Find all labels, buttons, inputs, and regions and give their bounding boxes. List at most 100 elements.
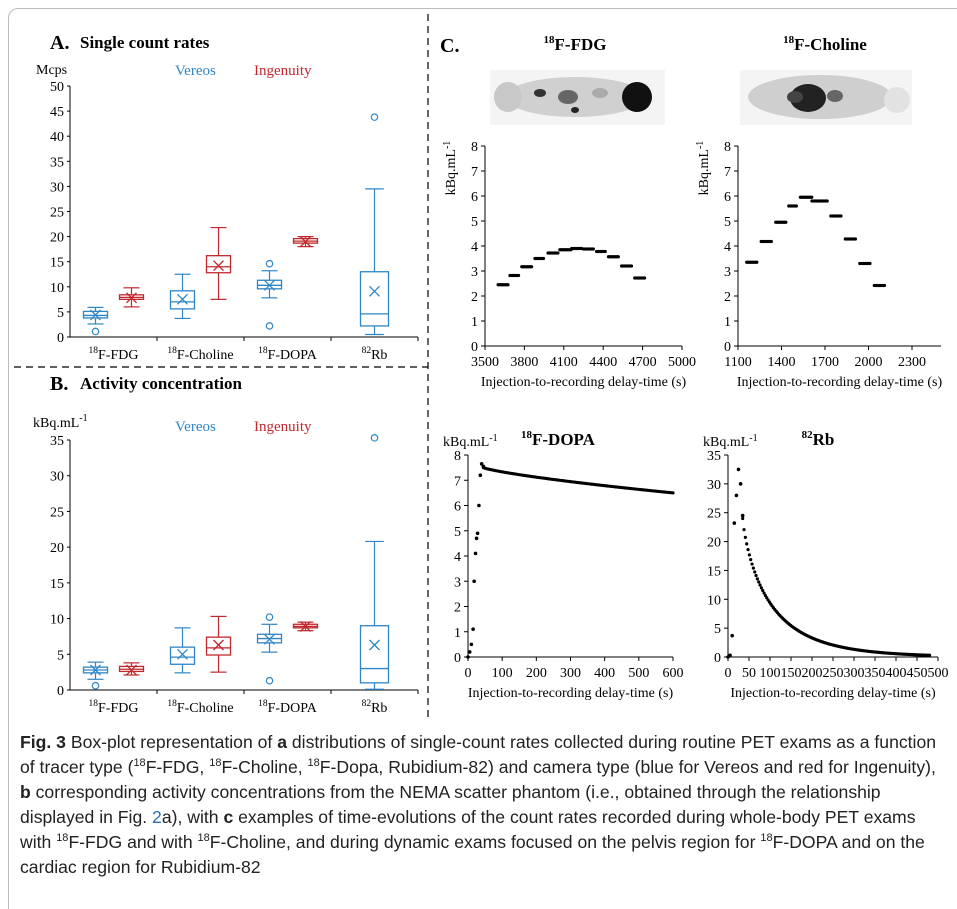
y-tick-label: 5 xyxy=(714,622,721,637)
data-point xyxy=(556,251,560,255)
data-point xyxy=(745,542,749,546)
data-point xyxy=(516,273,521,278)
panel-b-legend-vereos: Vereos xyxy=(175,419,216,435)
x-tick-label: 3800 xyxy=(510,355,538,370)
caption-fig-link[interactable]: 2 xyxy=(152,807,162,827)
mean-marker xyxy=(213,260,224,272)
dopa-time-chart: 0 1 2 3 4 5 6 7 8 0 100 200 300 400 500 600 Injection-to… xyxy=(443,429,684,701)
x-tick-label: 0 xyxy=(725,666,732,681)
data-point xyxy=(473,551,478,556)
data-point xyxy=(746,548,750,552)
y-tick-label: 25 xyxy=(50,505,64,520)
x-tick-label: 4100 xyxy=(550,355,578,370)
data-point xyxy=(794,204,798,208)
y-tick-label: 1 xyxy=(471,315,478,330)
data-point xyxy=(471,627,475,632)
caption-sup: 18 xyxy=(760,832,773,845)
y-tick-label: 8 xyxy=(724,140,731,155)
x-tick-label: 5000 xyxy=(668,355,696,370)
data-point xyxy=(761,588,765,593)
data-point xyxy=(603,249,607,254)
y-tick-label: 35 xyxy=(50,155,64,170)
category-label: 18F-FDG xyxy=(89,699,139,716)
choline-mip-image xyxy=(740,70,912,125)
panel-b-ylabel: kBq.mL-1 xyxy=(33,413,88,431)
panel-c-letter: C. xyxy=(440,35,459,57)
outlier-point xyxy=(265,676,274,685)
x-tick-label: 500 xyxy=(628,666,649,681)
category-label: 82Rb xyxy=(362,346,388,363)
y-tick-label: 15 xyxy=(50,256,64,271)
x-tick-label: 4700 xyxy=(629,355,657,370)
category-label: 18F-Choline xyxy=(167,699,233,716)
x-tick-label: 200 xyxy=(526,666,547,681)
x-tick-label: 1100 xyxy=(724,355,751,370)
data-point xyxy=(882,283,887,288)
x-tick-label: 100 xyxy=(492,666,513,681)
data-point xyxy=(758,583,762,587)
y-tick-label: 40 xyxy=(50,130,64,145)
caption-sup: 18 xyxy=(56,832,69,845)
data-point xyxy=(642,276,647,280)
mean-marker xyxy=(369,285,380,297)
category-label: 82Rb xyxy=(362,699,388,716)
y-tick-label: 30 xyxy=(50,180,64,195)
y-tick-label: 45 xyxy=(50,105,64,120)
data-point xyxy=(749,558,753,562)
caption-sup: 18 xyxy=(307,757,320,770)
outlier-point xyxy=(265,322,274,330)
y-axis-label: kBq.mL-1 xyxy=(443,433,498,450)
panel-b-boxplot: 0 5 10 15 20 25 30 35 18F-FDG 18F-Choline 18F-DOPA… xyxy=(50,434,419,716)
x-tick-label: 4400 xyxy=(589,355,617,370)
panel-a-title: Single count rates xyxy=(80,33,210,52)
y-axis-label: kBq.mL-1 xyxy=(695,141,712,196)
y-tick-label: 2 xyxy=(724,290,731,305)
data-point xyxy=(477,503,481,508)
data-point xyxy=(466,655,470,659)
mean-marker xyxy=(300,236,311,248)
data-point xyxy=(479,462,484,466)
data-point xyxy=(751,566,755,570)
outlier-point xyxy=(265,613,274,621)
y-tick-label: 50 xyxy=(50,80,64,95)
choline-time-chart: 0 1 2 3 4 5 6 7 8 1100 1400 1700 2000 2300 Injection-t… xyxy=(695,34,942,390)
x-tick-label: 400 xyxy=(886,666,907,681)
data-point xyxy=(506,283,510,287)
y-tick-label: 10 xyxy=(50,613,64,628)
outlier-point xyxy=(370,113,379,121)
y-tick-label: 20 xyxy=(707,536,721,551)
outlier-point xyxy=(91,681,100,690)
category-label: 18F-FDG xyxy=(89,346,139,363)
x-tick-label: 3500 xyxy=(471,355,499,370)
caption-text: F-Dopa, Rubidium-82) and camera type (bl… xyxy=(319,757,936,777)
caption-ref-c: c xyxy=(223,807,234,827)
mean-marker xyxy=(264,279,275,291)
y-tick-label: 15 xyxy=(707,564,721,579)
mean-marker xyxy=(177,293,188,305)
mean-marker xyxy=(177,648,188,660)
panel-a-legend-vereos: Vereos xyxy=(175,63,216,79)
x-axis-label: Injection-to-recording delay-time (s) xyxy=(468,686,674,701)
panel-a-ylabel: Mcps xyxy=(36,63,67,78)
data-point xyxy=(738,482,743,486)
y-tick-label: 4 xyxy=(471,240,478,255)
data-point xyxy=(474,536,479,541)
caption-label: Fig. 3 xyxy=(20,732,66,752)
data-point xyxy=(928,653,932,657)
y-tick-label: 20 xyxy=(50,231,64,246)
panel-a-letter: A. xyxy=(50,32,69,54)
panel-a-boxplot: 0 5 10 15 20 25 30 35 40 45 50 18F-FDG 18F-Choline 18… xyxy=(50,80,419,363)
box xyxy=(359,625,390,684)
x-tick-label: 2300 xyxy=(898,355,926,370)
x-tick-label: 350 xyxy=(865,666,886,681)
data-point xyxy=(868,261,872,266)
y-tick-label: 3 xyxy=(724,265,731,280)
figure-caption: Fig. 3 Box-plot representation of a dist… xyxy=(20,730,945,880)
outlier-point xyxy=(265,259,274,268)
data-point xyxy=(747,553,751,557)
caption-sup: 18 xyxy=(197,832,210,845)
caption-text: corresponding activity concentrations fr… xyxy=(20,782,881,827)
x-tick-label: 1700 xyxy=(811,355,839,370)
y-tick-label: 20 xyxy=(50,541,64,556)
